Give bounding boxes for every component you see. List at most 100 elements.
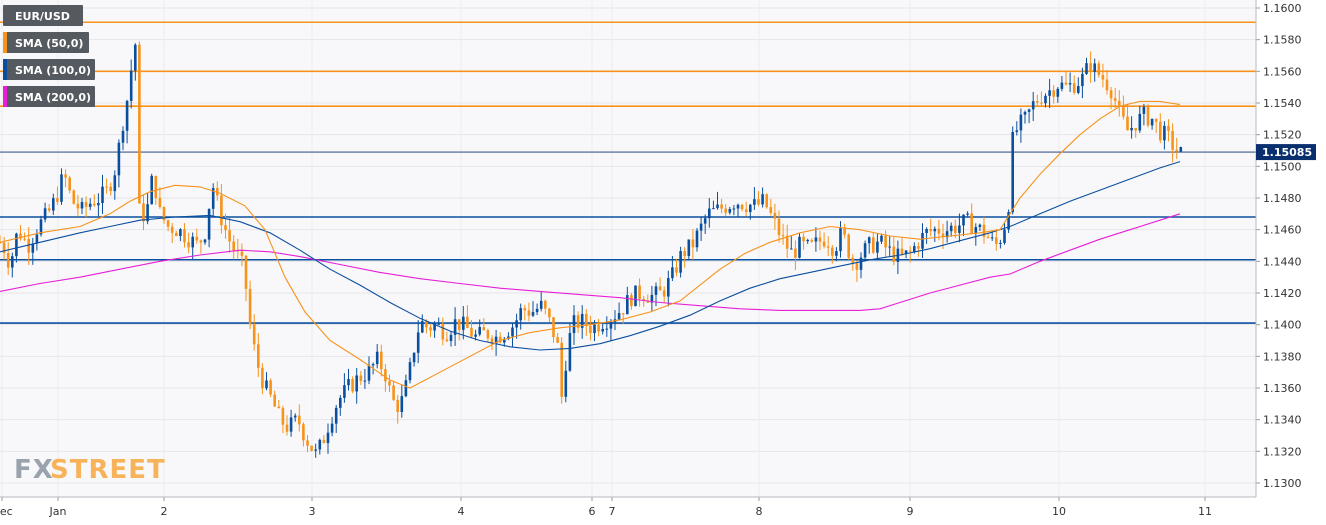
candle-body (867, 237, 871, 244)
candle-body (1011, 131, 1014, 213)
candle-body (872, 237, 875, 253)
candle-body (650, 294, 654, 303)
candle-body (1027, 109, 1031, 112)
candle-body (921, 233, 924, 249)
candle-body (392, 385, 395, 400)
candle-body (129, 70, 133, 101)
candle-body (248, 288, 252, 325)
candle-body (617, 313, 621, 320)
x-tick-label: Jan (49, 505, 67, 518)
legend-swatch (3, 32, 7, 53)
candle-body (478, 327, 481, 335)
candle-body (289, 417, 293, 432)
x-tick-label: Dec (0, 505, 13, 518)
candle-body (892, 246, 896, 262)
candle-body (1175, 149, 1178, 152)
candle-body (917, 246, 920, 249)
candle-body (35, 234, 39, 244)
candle-body (576, 315, 580, 328)
candle-body (1031, 101, 1035, 110)
candle-body (371, 364, 375, 366)
candle-body (113, 175, 117, 192)
logo-street: STREET (50, 455, 166, 485)
candle-body (466, 316, 469, 328)
candle-body (261, 367, 264, 389)
candle-body (511, 327, 514, 337)
candle-body (1093, 63, 1096, 72)
candle-body (1036, 101, 1039, 103)
candle-body (1019, 114, 1023, 131)
candle-body (232, 241, 235, 251)
candle-body (699, 223, 703, 231)
last-price-tag (1256, 144, 1316, 161)
candle-body (384, 369, 387, 382)
candle-body (1138, 113, 1142, 131)
x-tick-label: 11 (1198, 505, 1212, 518)
candle-body (621, 313, 625, 315)
candle-body (818, 237, 822, 242)
candle-body (1072, 83, 1076, 93)
legend-item (3, 59, 95, 80)
sma50-line (0, 100, 1181, 389)
candle-body (322, 439, 326, 444)
candle-body (330, 423, 334, 433)
candle-body (1171, 130, 1174, 150)
candle-body (146, 204, 149, 222)
candle-body (138, 44, 141, 204)
candle-body (1060, 82, 1064, 89)
candle-body (744, 209, 748, 213)
candle-body (224, 225, 227, 231)
candle-body (326, 432, 330, 444)
sma200-line (0, 213, 1181, 311)
candle-body (277, 406, 281, 409)
candle-body (1015, 130, 1019, 132)
candle-body (945, 231, 949, 238)
candle-body (560, 342, 563, 397)
candle-body (117, 142, 121, 176)
candle-body (449, 334, 453, 342)
candle-body (457, 319, 461, 330)
candle-body (1122, 105, 1125, 117)
candle-body (966, 213, 969, 215)
legend-swatch (3, 59, 7, 80)
candle-body (519, 308, 522, 321)
candle-body (1023, 111, 1027, 115)
y-tick-label: 1.1500 (1263, 160, 1302, 173)
candle-body (986, 236, 990, 238)
candle-body (388, 381, 391, 386)
candle-body (64, 174, 67, 178)
y-tick-label: 1.1340 (1263, 414, 1302, 427)
candle-body (1105, 79, 1109, 91)
candle-body (347, 379, 350, 386)
candle-body (708, 208, 711, 219)
candle-body (638, 285, 641, 299)
candle-body (109, 186, 112, 192)
candle-body (806, 239, 809, 242)
candle-body (404, 380, 408, 397)
candle-body (523, 308, 527, 311)
candle-body (1154, 118, 1158, 122)
candle-body (781, 235, 785, 237)
candle-body (794, 248, 797, 258)
candle-body (302, 424, 305, 441)
candle-body (134, 44, 137, 71)
y-tick-label: 1.1540 (1263, 97, 1302, 110)
candle-body (211, 188, 215, 209)
y-tick-label: 1.1560 (1263, 65, 1302, 78)
candle-body (597, 324, 600, 332)
candle-body (876, 241, 879, 253)
candle-body (269, 380, 272, 395)
candle-body (568, 333, 572, 371)
candle-body (56, 198, 59, 202)
candle-body (1097, 63, 1101, 75)
candle-body (990, 237, 994, 239)
candle-body (954, 225, 957, 233)
candle-body (195, 236, 199, 241)
legend-label: EUR/USD (15, 10, 70, 23)
candle-body (72, 190, 76, 204)
candle-body (47, 208, 51, 211)
candle-body (343, 385, 346, 398)
moving-averages (0, 100, 1181, 389)
candle-body (6, 253, 10, 268)
candle-body (166, 220, 170, 227)
